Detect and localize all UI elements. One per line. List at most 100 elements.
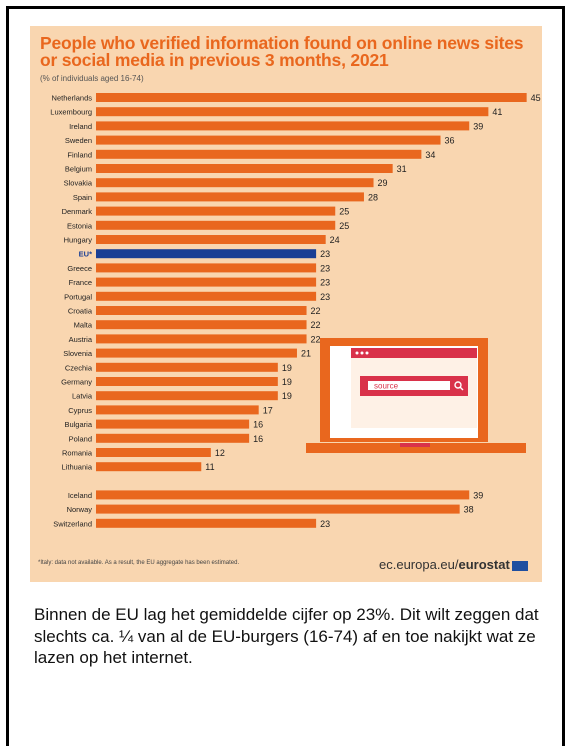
value-label: 23 [320,278,330,288]
category-label: Germany [61,378,92,387]
category-label: EU* [79,250,92,259]
bar [96,306,307,315]
category-label: Poland [69,434,92,443]
category-label: Hungary [64,236,93,245]
bar-chart: Netherlands 45 Luxembourg 41 Ireland 39 Sweden… [50,93,541,529]
bar [96,277,317,287]
value-label: 19 [282,391,292,401]
bar [96,121,470,131]
value-label: 31 [397,164,407,174]
slide-caption: Binnen de EU lag het gemiddelde cijfer o… [34,605,539,667]
value-label: 16 [253,420,263,430]
category-label: Austria [69,335,93,344]
bar [96,504,460,514]
laptop-base [306,443,526,453]
bar [96,235,326,244]
category-label: Belgium [65,165,92,174]
value-label: 25 [339,221,349,231]
value-label: 19 [282,363,292,373]
bar [96,362,278,372]
browser-bar [351,348,477,358]
category-label: Romania [62,449,93,458]
category-label: Greece [67,264,92,273]
value-label: 11 [205,462,214,472]
bar [96,490,470,500]
bar [96,433,250,443]
category-label: Estonia [67,221,93,230]
value-label: 39 [473,490,483,500]
category-label: Denmark [62,207,93,216]
value-label: 34 [425,150,435,160]
bar [96,348,297,358]
browser-dot-icon [355,351,359,355]
bar [96,377,278,386]
source-logo: ec.europa.eu/eurostat [379,557,528,572]
value-label: 36 [445,136,455,146]
value-label: 22 [311,306,321,316]
category-label: Norway [67,505,93,514]
search-box-inner [368,381,450,390]
category-label: Ireland [69,122,92,131]
magnifier-icon-handle [459,386,464,391]
browser-dot-icon [365,351,369,355]
bar [96,291,317,301]
category-label: Slovenia [63,349,93,358]
magnifier-icon [454,381,462,389]
category-label: Malta [74,321,93,330]
bar [96,206,336,216]
search-label: source [374,382,399,391]
category-label: Slovakia [64,179,93,188]
category-label: Sweden [65,136,92,145]
value-label: 23 [320,519,330,529]
category-label: Portugal [64,292,92,301]
bar [96,419,250,429]
category-label: Lithuania [62,463,93,472]
category-label: Latvia [72,392,93,401]
bar [96,334,307,344]
value-label: 23 [320,292,330,302]
category-label: Croatia [68,307,93,316]
laptop-notch [400,443,430,447]
footnote: *Italy: data not available. As a result,… [38,560,240,566]
category-label: Cyprus [68,406,92,415]
value-label: 22 [311,320,321,330]
bar [96,448,211,457]
eu-flag-icon [511,560,528,571]
category-label: Finland [67,150,92,159]
bar [96,220,336,230]
bar [96,249,317,259]
value-label: 23 [320,249,330,259]
infographic-background [30,26,542,582]
category-label: France [69,278,92,287]
category-label: Spain [73,193,92,202]
bar [96,178,374,188]
source-brand: eurostat [458,557,510,572]
category-label: Iceland [68,491,92,500]
bar [96,107,489,117]
category-label: Netherlands [52,94,93,103]
bar [96,164,393,173]
bar [96,263,317,273]
bar [96,93,527,102]
browser-dot-icon [360,351,364,355]
chart-subtitle: (% of individuals aged 16-74) [40,74,144,83]
value-label: 25 [339,207,349,217]
value-label: 29 [378,178,388,188]
value-label: 12 [215,448,225,458]
bar [96,518,317,528]
category-label: Czechia [65,363,93,372]
bar [96,135,441,145]
value-label: 45 [531,93,541,103]
bar [96,391,278,401]
category-label: Bulgaria [64,420,92,429]
value-label: 23 [320,263,330,273]
value-label: 16 [253,434,263,444]
value-label: 17 [263,405,273,415]
value-label: 24 [330,235,340,245]
value-label: 21 [301,349,311,359]
category-label: Luxembourg [50,108,92,117]
value-label: 19 [282,377,292,387]
value-label: 41 [492,107,502,117]
chart-title: People who verified information found on… [40,33,524,70]
value-label: 39 [473,121,483,131]
